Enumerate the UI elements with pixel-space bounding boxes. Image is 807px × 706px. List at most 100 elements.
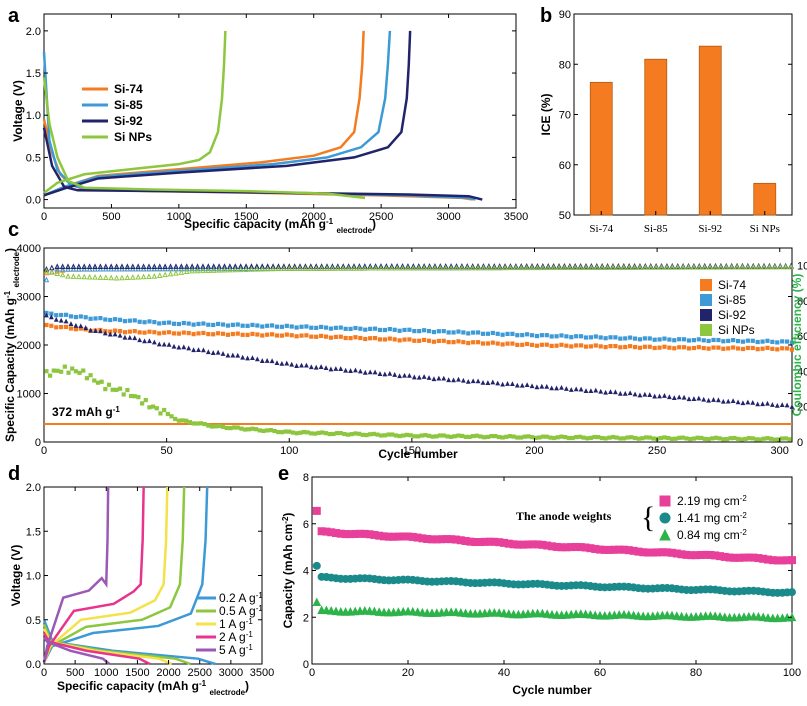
- c-series-0-point: [417, 338, 422, 343]
- c-series-0-point: [515, 342, 520, 347]
- d-y-tick-label: 2.0: [26, 482, 41, 494]
- c-series-0-point: [603, 344, 608, 350]
- d-x-tick-label: 3500: [250, 667, 274, 679]
- c-series-3-ce-point: [340, 265, 347, 271]
- c-series-3-point: [754, 437, 759, 442]
- c-series-3-point: [209, 424, 215, 429]
- c-series-0-point: [314, 334, 319, 339]
- e-series-2-point: [451, 607, 461, 617]
- c-series-2-point: [627, 390, 633, 396]
- c-series-3-point: [596, 435, 601, 440]
- c-series-3-point: [574, 435, 579, 440]
- c-series-3-point: [419, 433, 424, 438]
- c-series-3-point: [500, 435, 505, 440]
- c-y2-tick-label: 40: [797, 366, 807, 378]
- c-series-2-point: [240, 354, 246, 360]
- a-x-tick-label: 1500: [234, 211, 258, 223]
- c-series-3-ce-point: [561, 264, 568, 271]
- c-series-1-point: [63, 312, 69, 317]
- c-series-3-point: [349, 432, 354, 437]
- c-series-2-point: [294, 363, 300, 368]
- c-series-0-point: [588, 344, 593, 349]
- c-series-3-ce-point: [761, 263, 767, 270]
- c-series-0-point: [348, 336, 353, 341]
- c-series-2-point: [191, 347, 197, 353]
- c-series-3-ce-point: [243, 266, 249, 272]
- c-series-1-point: [255, 323, 260, 328]
- c-series-1-point: [750, 338, 755, 343]
- c-series-3-point: [309, 431, 314, 436]
- c-series-2-ce-point: [437, 263, 444, 269]
- c-series-0-point: [701, 345, 706, 351]
- d-y-tick-label: 0.5: [26, 615, 41, 627]
- c-series-3-point: [588, 435, 593, 440]
- c-series-2-point: [416, 374, 422, 380]
- c-series-3-point: [651, 436, 656, 441]
- c-series-3-ce-point: [237, 266, 244, 273]
- c-series-1-point: [475, 330, 481, 335]
- e-legend-label-2: 0.84 mg cm-2: [677, 528, 747, 543]
- c-series-3-point: [305, 430, 310, 435]
- c-series-0-point: [220, 331, 226, 336]
- c-series-0-point: [284, 332, 289, 337]
- c-series-3-ce-point: [653, 264, 659, 270]
- c-series-3-point: [493, 434, 498, 439]
- c-series-0-point: [637, 345, 643, 350]
- c-series-0-point: [377, 337, 383, 342]
- c-series-3-ce-point: [254, 266, 260, 272]
- c-series-3-ce-point: [680, 264, 686, 270]
- c-series-3-point: [393, 433, 399, 438]
- c-series-3-point: [368, 432, 373, 437]
- c-series-3-ce-point: [259, 265, 266, 272]
- c-series-1-point: [338, 325, 343, 330]
- c-series-3-point: [673, 436, 678, 441]
- c-series-0-point: [245, 332, 250, 338]
- c-series-1-point: [142, 320, 147, 325]
- c-series-3-point: [706, 437, 711, 442]
- b-y-tick-label: 50: [559, 210, 571, 222]
- c-series-1-ce-point: [43, 276, 50, 283]
- c-series-1-point: [490, 330, 495, 336]
- c-series-2-ce-point: [593, 263, 600, 269]
- c-series-3-ce-point: [669, 264, 676, 270]
- c-series-3-point: [250, 426, 255, 431]
- c-series-3-point: [312, 431, 318, 436]
- d-series-4-charge-line: [42, 486, 110, 663]
- e-series-2-point: [374, 607, 384, 616]
- c-series-2-point: [343, 367, 349, 373]
- c-series-3-ce-point: [615, 264, 622, 270]
- c-series-2-ce-point: [610, 262, 616, 269]
- c-series-1-point: [667, 337, 672, 342]
- c-series-3-point: [640, 436, 645, 441]
- e-series-0-point: [312, 506, 321, 515]
- c-y-tick-label: 0: [35, 437, 41, 449]
- c-series-3-ce-point: [189, 267, 195, 274]
- c-series-0-point: [485, 341, 490, 346]
- c-series-2-ce-point: [259, 263, 266, 269]
- c-series-2-point: [259, 358, 265, 363]
- c-series-2-ce-point: [464, 263, 471, 269]
- c-series-2-point: [465, 378, 471, 384]
- c-series-0-point: [382, 337, 387, 342]
- c-series-3-point: [132, 394, 137, 399]
- c-series-3-point: [750, 436, 755, 441]
- c-series-2-point: [662, 393, 667, 398]
- c-series-2-point: [304, 362, 309, 368]
- c-series-2-point: [215, 349, 221, 355]
- c-series-1-point: [441, 329, 446, 334]
- c-series-0-point: [657, 345, 662, 350]
- c-series-0-point: [745, 345, 750, 351]
- c-series-1-point: [471, 330, 476, 335]
- c-series-2-point: [68, 321, 74, 326]
- c-series-1-point: [510, 331, 515, 336]
- c-series-0-point: [372, 335, 378, 341]
- c-series-0-point: [181, 330, 186, 335]
- c-series-0-point: [343, 335, 348, 341]
- c-series-3-point: [658, 435, 663, 441]
- c-series-2-ce-point: [281, 263, 287, 269]
- e-series-2-point: [634, 611, 643, 620]
- c-series-3-ce-point: [691, 264, 697, 270]
- c-series-1-point: [152, 320, 157, 325]
- c-series-2-ce-point: [178, 263, 185, 269]
- c-series-1-point: [147, 319, 152, 324]
